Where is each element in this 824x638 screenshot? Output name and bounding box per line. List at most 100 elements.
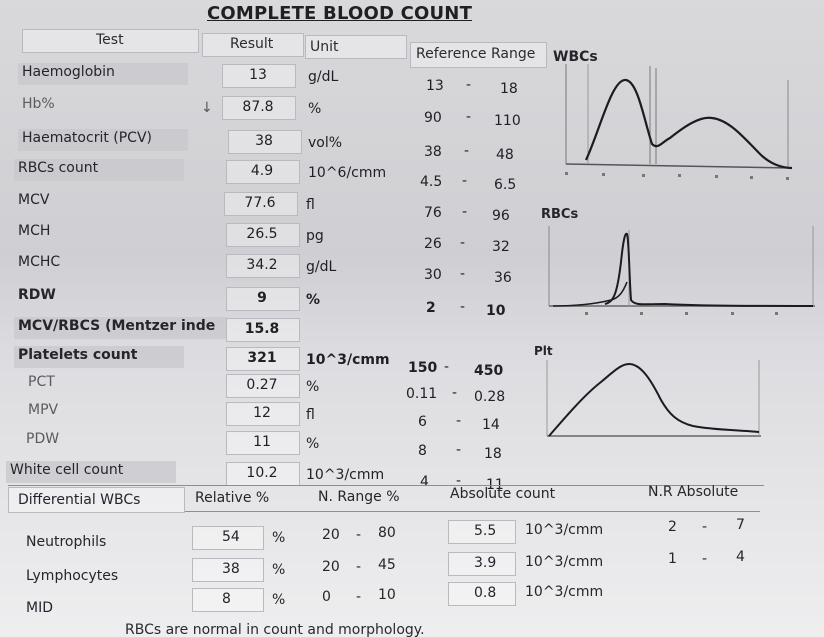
header-result: Result <box>230 36 274 52</box>
header-unit: Unit <box>310 39 339 55</box>
result-value: 11 <box>253 434 271 450</box>
range-high: 32 <box>492 239 510 255</box>
diff-low: 0 <box>322 589 331 605</box>
test-label-box <box>14 346 184 368</box>
diff-abs-box <box>448 520 516 544</box>
range-dash: - <box>456 413 462 429</box>
range-dash: - <box>456 473 462 489</box>
header-cell-result-box <box>202 33 304 57</box>
result-box <box>226 374 300 398</box>
rbc-histogram-label: RBCs <box>541 207 579 222</box>
diff-abs-dash: - <box>702 551 708 567</box>
test-name: MCV/RBCS (Mentzer inde <box>18 318 216 334</box>
header-cell-test-box <box>22 29 199 53</box>
range-high: 110 <box>494 113 521 129</box>
test-name: Platelets count <box>18 347 138 363</box>
result-value: 77.6 <box>244 195 276 211</box>
test-name: MCV <box>18 192 50 208</box>
diff-name: MID <box>26 600 53 616</box>
result-box <box>226 160 300 184</box>
unit: 10^3/cmm <box>306 467 385 483</box>
test-name: Haematocrit (PCV) <box>22 130 152 146</box>
diff-header-nrange: N. Range % <box>318 489 400 505</box>
result-value: 13 <box>249 67 267 83</box>
range-high: 18 <box>500 81 518 97</box>
diff-low: 20 <box>322 527 340 543</box>
result-box <box>226 462 300 486</box>
diff-name: Lymphocytes <box>26 568 119 584</box>
test-name: White cell count <box>10 462 124 478</box>
plt-histogram-label: Plt <box>534 344 553 358</box>
range-low: 13 <box>426 78 444 94</box>
diff-high: 45 <box>378 557 396 573</box>
result-box <box>222 96 296 120</box>
result-value: 15.8 <box>244 321 280 337</box>
diff-abs-low: 2 <box>668 519 677 535</box>
footer-note: RBCs are normal in count and morphology. <box>125 622 425 638</box>
range-dash: - <box>466 77 472 93</box>
result-value: 9 <box>257 290 267 306</box>
result-box <box>226 223 300 247</box>
range-dash: - <box>460 235 466 251</box>
range-dash: - <box>464 143 470 159</box>
diff-pct: % <box>272 592 286 608</box>
range-dash: - <box>452 385 458 401</box>
range-low: 26 <box>424 236 442 252</box>
diff-rel: 54 <box>222 529 240 545</box>
test-label-box <box>14 317 226 339</box>
result-box <box>226 402 300 426</box>
test-name: MCH <box>18 223 51 239</box>
range-high: 96 <box>492 208 510 224</box>
range-high: 18 <box>484 446 502 462</box>
header-cell-unit-box <box>305 35 407 59</box>
diff-abs-unit: 10^3/cmm <box>525 522 604 538</box>
test-label-box <box>14 159 184 181</box>
report-title: COMPLETE BLOOD COUNT <box>207 3 473 24</box>
test-name: PDW <box>26 431 60 447</box>
range-dash: - <box>462 204 468 220</box>
range-high: 14 <box>482 417 500 433</box>
header-test: Test <box>96 32 124 48</box>
test-name: RDW <box>18 287 56 303</box>
unit: 10^6/cmm <box>308 165 387 181</box>
test-name: RBCs count <box>18 160 99 176</box>
range-low: 30 <box>424 267 442 283</box>
diff-dash: - <box>356 527 362 543</box>
diff-abs-low: 1 <box>668 551 677 567</box>
diff-abs: 3.9 <box>474 555 497 571</box>
range-low: 2 <box>426 300 436 316</box>
unit: pg <box>306 228 324 244</box>
unit: 10^3/cmm <box>306 352 390 368</box>
test-name: PCT <box>28 374 55 390</box>
header-range: Reference Range <box>416 46 536 62</box>
result-value: 34.2 <box>246 257 278 273</box>
result-box <box>226 254 300 278</box>
result-value: 4.9 <box>250 163 274 179</box>
range-dash: - <box>466 109 472 125</box>
diff-pct: % <box>272 530 286 546</box>
result-value: 87.8 <box>242 99 274 115</box>
result-value: 26.5 <box>246 226 278 242</box>
range-dash: - <box>460 266 466 282</box>
unit: % <box>306 379 320 395</box>
result-box <box>226 287 300 311</box>
unit: fl <box>306 407 315 423</box>
result-box <box>226 318 300 342</box>
unit: % <box>306 436 320 452</box>
diff-high: 80 <box>378 525 396 541</box>
range-low: 38 <box>424 144 442 160</box>
range-low: 6 <box>418 414 427 430</box>
diff-abs-unit: 10^3/cmm <box>525 584 604 600</box>
range-high: 6.5 <box>494 177 517 193</box>
test-label-box <box>6 461 176 483</box>
unit: g/dL <box>308 69 339 85</box>
diff-dash: - <box>356 559 362 575</box>
diff-abs-box <box>448 552 516 576</box>
range-low: 150 <box>408 360 438 376</box>
diff-header-underline <box>185 511 760 512</box>
result-box <box>226 347 300 371</box>
test-name: Hb% <box>22 96 55 112</box>
result-value: 38 <box>255 133 273 149</box>
diff-high: 10 <box>378 587 396 603</box>
diff-pct: % <box>272 562 286 578</box>
